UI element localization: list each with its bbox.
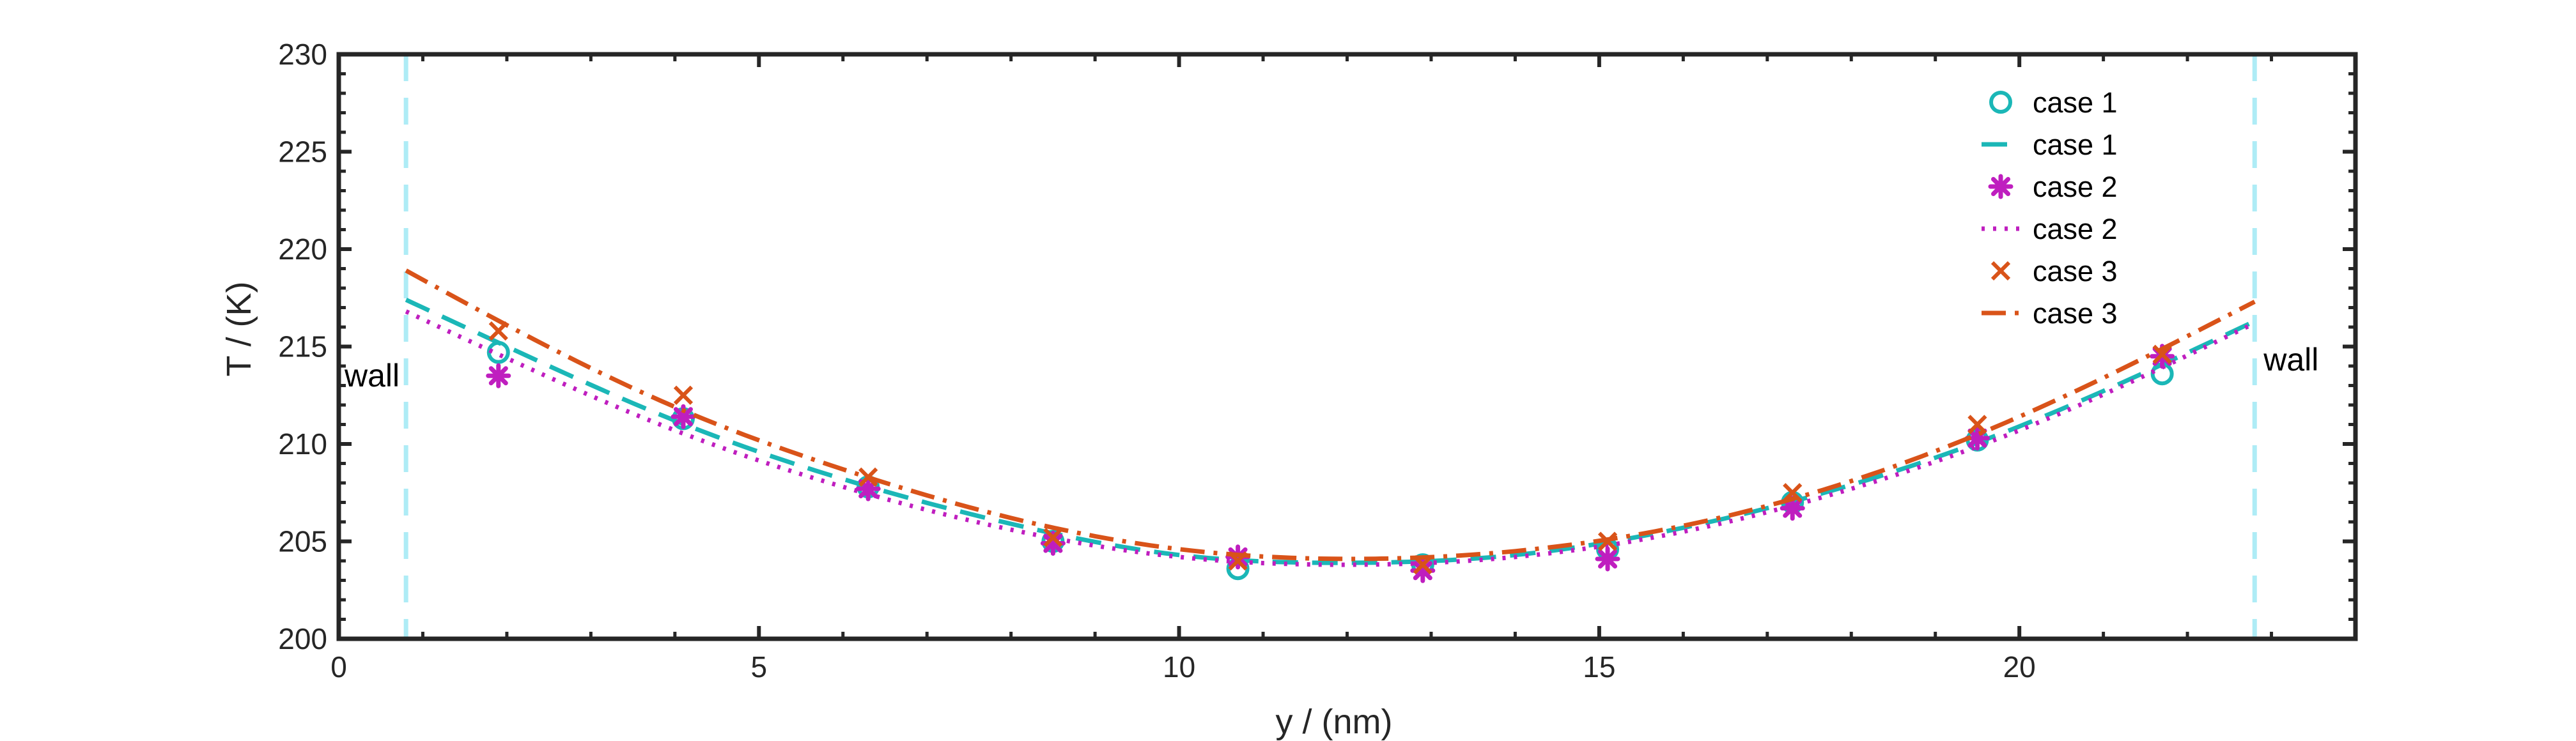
data-point bbox=[486, 363, 511, 388]
y-tick-label: 215 bbox=[278, 330, 327, 363]
wall-annotation: wall bbox=[344, 358, 400, 393]
ticks-layer: 0 5 10 15 20 200 205 210 215 220 225 230 bbox=[278, 38, 2355, 684]
marker-asterisk-stroke bbox=[1413, 561, 1432, 581]
marker-x-stroke bbox=[2152, 344, 2172, 364]
y-tick-label: 220 bbox=[278, 233, 327, 266]
marker-circle-shape bbox=[1989, 91, 2012, 114]
x-tick-label: 0 bbox=[330, 650, 347, 684]
data-point bbox=[2152, 344, 2172, 364]
x-tick-label: 20 bbox=[2003, 650, 2036, 684]
legend-label: case 2 bbox=[2033, 213, 2118, 245]
data-point bbox=[1595, 546, 1620, 572]
series-line bbox=[405, 298, 2256, 565]
legend-marker bbox=[1988, 174, 2013, 199]
legend-marker bbox=[1989, 91, 2012, 114]
data-point bbox=[673, 385, 694, 405]
legend-entry: case 2 bbox=[1982, 213, 2118, 245]
x-axis-label: y / (nm) bbox=[1276, 703, 1393, 741]
y-tick-label: 230 bbox=[278, 38, 327, 71]
marker-x-stroke bbox=[1990, 261, 2011, 281]
series-line bbox=[405, 268, 2256, 561]
y-tick-label: 200 bbox=[278, 622, 327, 655]
series-line bbox=[405, 309, 2256, 567]
data-point bbox=[1043, 528, 1063, 547]
legend: case 1 case 1 case 2 case 2 case 3 case 3 bbox=[1982, 86, 2118, 330]
annotation-layer: wall wall bbox=[344, 342, 2318, 393]
legend-entry: case 1 bbox=[1982, 128, 2118, 161]
y-tick-label: 205 bbox=[278, 525, 327, 558]
marker-asterisk-stroke bbox=[488, 366, 508, 386]
y-tick-label: 225 bbox=[278, 135, 327, 169]
x-tick-label: 15 bbox=[1583, 650, 1615, 684]
y-axis-label: T / (K) bbox=[220, 281, 258, 376]
legend-label: case 3 bbox=[2033, 297, 2118, 330]
wall-layer bbox=[403, 54, 2257, 639]
legend-entry: case 3 bbox=[1990, 255, 2118, 287]
marker-x-stroke bbox=[673, 385, 694, 405]
marker-x-stroke bbox=[1043, 528, 1063, 547]
marker-asterisk-stroke bbox=[1598, 549, 1618, 569]
marker-asterisk-stroke bbox=[1990, 176, 2011, 197]
y-tick-label: 210 bbox=[278, 427, 327, 461]
legend-label: case 1 bbox=[2033, 128, 2118, 161]
wall-annotation: wall bbox=[2263, 342, 2318, 378]
legend-marker bbox=[1990, 261, 2011, 281]
x-tick-label: 5 bbox=[750, 650, 767, 684]
legend-label: case 1 bbox=[2033, 86, 2118, 119]
data-point bbox=[1967, 415, 1987, 434]
marker-x-stroke bbox=[1967, 415, 1987, 434]
marker-asterisk-stroke bbox=[673, 407, 693, 427]
legend-entry: case 3 bbox=[1982, 297, 2118, 330]
legend-entry: case 1 bbox=[1989, 86, 2118, 119]
legend-label: case 2 bbox=[2033, 171, 2118, 203]
series-layer bbox=[405, 268, 2256, 583]
legend-entry: case 2 bbox=[1988, 171, 2118, 203]
legend-label: case 3 bbox=[2033, 255, 2118, 287]
x-tick-label: 10 bbox=[1163, 650, 1195, 684]
